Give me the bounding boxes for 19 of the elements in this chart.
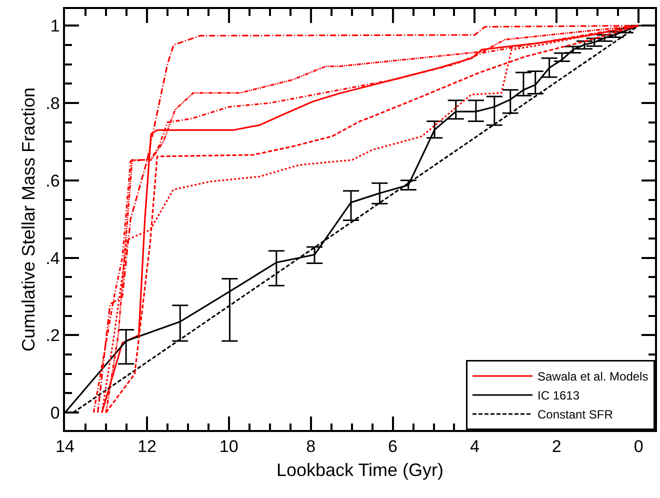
- x-axis-title: Lookback Time (Gyr): [276, 460, 444, 480]
- x-tick-label: 6: [388, 437, 398, 456]
- x-tick-label: 0: [634, 437, 644, 456]
- y-axis-title: Cumulative Stellar Mass Fraction: [18, 87, 38, 352]
- x-tick-label: 12: [137, 437, 156, 456]
- legend-label: Sawala et al. Models: [538, 370, 648, 384]
- y-tick-label: .2: [46, 326, 60, 346]
- x-tick-label: 8: [306, 437, 316, 456]
- legend-label: Constant SFR: [538, 408, 614, 422]
- y-tick-label: 1: [50, 16, 60, 36]
- y-tick-label: 0: [50, 404, 60, 423]
- y-tick-label: .4: [46, 248, 60, 268]
- x-tick-label: 2: [552, 437, 562, 456]
- y-tick-label: .8: [46, 94, 60, 113]
- y-tick-label: .6: [46, 171, 60, 190]
- legend-label: IC 1613: [538, 388, 580, 403]
- x-tick-label: 14: [56, 437, 74, 456]
- x-tick-label: 10: [219, 437, 238, 456]
- x-tick-label: 4: [470, 437, 480, 456]
